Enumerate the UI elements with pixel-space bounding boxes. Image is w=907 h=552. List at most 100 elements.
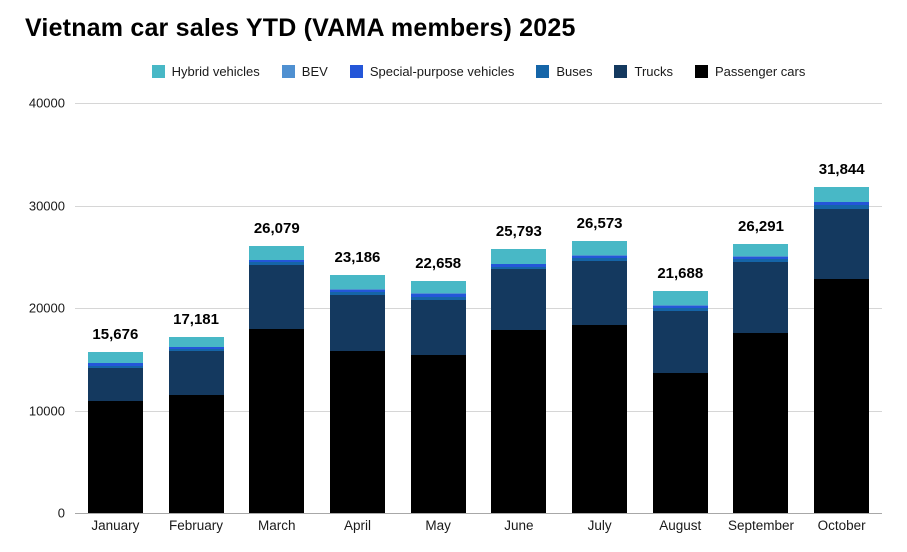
bar-segment-buses[interactable] (652, 308, 708, 312)
bar-segment-buses[interactable] (491, 266, 547, 270)
bar-group-may: 22,658 (398, 103, 479, 513)
legend-item-passenger-cars[interactable]: Passenger cars (695, 64, 805, 79)
legend-label-passenger-cars: Passenger cars (715, 64, 806, 79)
bar-segment-hybrid-vehicles[interactable] (249, 245, 305, 261)
bar-segment-special-purpose-vehicles[interactable] (249, 260, 305, 263)
bar-total-label-april: 23,186 (334, 249, 381, 267)
bar-stack-march[interactable] (249, 245, 305, 513)
bar-segment-trucks[interactable] (814, 208, 870, 280)
bar-stack-february[interactable] (168, 336, 224, 513)
bar-stack-january[interactable] (87, 352, 143, 513)
bar-segment-buses[interactable] (814, 205, 870, 209)
bar-segment-special-purpose-vehicles[interactable] (572, 255, 628, 259)
bar-segment-bev[interactable] (87, 362, 143, 364)
bar-segment-special-purpose-vehicles[interactable] (733, 256, 789, 260)
bar-segment-buses[interactable] (168, 349, 224, 352)
legend-item-bev[interactable]: BEV (281, 64, 328, 79)
bar-segment-bev[interactable] (572, 255, 628, 256)
bar-segment-trucks[interactable] (168, 351, 224, 396)
bar-segment-hybrid-vehicles[interactable] (168, 336, 224, 348)
bar-stack-july[interactable] (572, 240, 628, 513)
legend-label-bev: BEV (301, 64, 328, 79)
bar-segment-bev[interactable] (652, 305, 708, 306)
bar-group-april: 23,186 (317, 103, 398, 513)
bar-segment-trucks[interactable] (491, 269, 547, 330)
bar-segment-special-purpose-vehicles[interactable] (87, 363, 143, 366)
bar-segment-trucks[interactable] (410, 299, 466, 356)
bar-segment-buses[interactable] (249, 262, 305, 265)
bar-stack-august[interactable] (652, 290, 708, 513)
bar-segment-passenger-cars[interactable] (329, 351, 385, 513)
bar-segment-passenger-cars[interactable] (572, 325, 628, 513)
bar-segment-passenger-cars[interactable] (814, 279, 870, 513)
legend-item-hybrid-vehicles[interactable]: Hybrid vehicles (151, 64, 260, 79)
legend-label-special-purpose-vehicles: Special-purpose vehicles (369, 64, 515, 79)
bar-segment-buses[interactable] (410, 296, 466, 300)
x-axis-label-september: September (727, 518, 794, 533)
bar-group-july: 26,573 (559, 103, 640, 513)
bar-segment-trucks[interactable] (652, 311, 708, 373)
bar-segment-hybrid-vehicles[interactable] (491, 248, 547, 265)
bar-segment-special-purpose-vehicles[interactable] (410, 294, 466, 297)
legend-swatch-hybrid-vehicles (151, 65, 165, 78)
bar-total-label-may: 22,658 (415, 254, 462, 272)
bar-stack-october[interactable] (814, 186, 870, 513)
bar-segment-bev[interactable] (329, 288, 385, 290)
bar-segment-trucks[interactable] (733, 261, 789, 333)
bar-segment-passenger-cars[interactable] (652, 372, 708, 513)
bar-segment-buses[interactable] (572, 258, 628, 261)
bar-segment-hybrid-vehicles[interactable] (814, 186, 870, 202)
bar-segment-special-purpose-vehicles[interactable] (168, 347, 224, 350)
bar-segment-trucks[interactable] (87, 368, 143, 402)
bar-segment-special-purpose-vehicles[interactable] (814, 202, 870, 206)
legend-swatch-buses (536, 65, 550, 78)
x-axis-label-march: March (258, 518, 296, 533)
bar-segment-passenger-cars[interactable] (168, 395, 224, 513)
bar-group-february: 17,181 (156, 103, 237, 513)
bar-segment-bev[interactable] (814, 201, 870, 203)
bar-segment-buses[interactable] (329, 292, 385, 295)
legend-label-trucks: Trucks (634, 64, 674, 79)
bar-segment-passenger-cars[interactable] (410, 355, 466, 513)
bar-segment-trucks[interactable] (249, 264, 305, 329)
bar-segment-bev[interactable] (410, 293, 466, 295)
bar-stack-june[interactable] (491, 248, 547, 513)
bar-total-label-february: 17,181 (173, 310, 219, 328)
bar-segment-buses[interactable] (733, 259, 789, 262)
bar-stack-may[interactable] (410, 280, 466, 513)
bar-segment-passenger-cars[interactable] (733, 332, 789, 513)
bar-segment-passenger-cars[interactable] (491, 329, 547, 513)
bar-total-label-june: 25,793 (495, 222, 542, 240)
bar-stack-september[interactable] (733, 243, 789, 513)
bar-segment-hybrid-vehicles[interactable] (652, 290, 708, 306)
gridline-20000 (75, 308, 882, 309)
bar-segment-hybrid-vehicles[interactable] (410, 280, 466, 294)
bar-segment-passenger-cars[interactable] (249, 328, 305, 513)
bar-segment-special-purpose-vehicles[interactable] (652, 305, 708, 309)
legend-item-buses[interactable]: Buses (536, 64, 592, 79)
bar-segment-hybrid-vehicles[interactable] (87, 352, 143, 363)
y-axis-tick-label-40000: 40000 (28, 95, 65, 111)
legend-label-buses: Buses (556, 64, 593, 79)
bar-segment-trucks[interactable] (329, 294, 385, 352)
gridline-30000 (75, 205, 882, 207)
x-axis-labels: January February March April May June July Augu… (75, 518, 882, 533)
gridline-0 (75, 513, 882, 514)
bar-segment-special-purpose-vehicles[interactable] (491, 264, 547, 267)
chart-title: Vietnam car sales YTD (VAMA members) 202… (25, 14, 576, 42)
bars-row: 15,676 17,181 26,079 23,186 22,658 25,793 26,5… (75, 103, 882, 513)
bar-segment-hybrid-vehicles[interactable] (572, 240, 628, 256)
bar-total-label-july: 26,573 (576, 214, 623, 232)
bar-segment-passenger-cars[interactable] (87, 401, 143, 513)
legend-item-special-purpose-vehicles[interactable]: Special-purpose vehicles (349, 64, 515, 79)
bar-segment-buses[interactable] (87, 365, 143, 369)
bar-segment-trucks[interactable] (572, 260, 628, 326)
bar-segment-hybrid-vehicles[interactable] (733, 243, 789, 256)
bar-segment-special-purpose-vehicles[interactable] (329, 289, 385, 293)
plot-area: 15,676 17,181 26,079 23,186 22,658 25,793 26,5… (29, 96, 882, 521)
legend-item-trucks[interactable]: Trucks (614, 64, 673, 79)
bar-segment-hybrid-vehicles[interactable] (329, 275, 385, 289)
gridline-10000 (75, 410, 882, 412)
bar-segment-bev[interactable] (733, 255, 789, 257)
bar-stack-april[interactable] (329, 275, 385, 513)
